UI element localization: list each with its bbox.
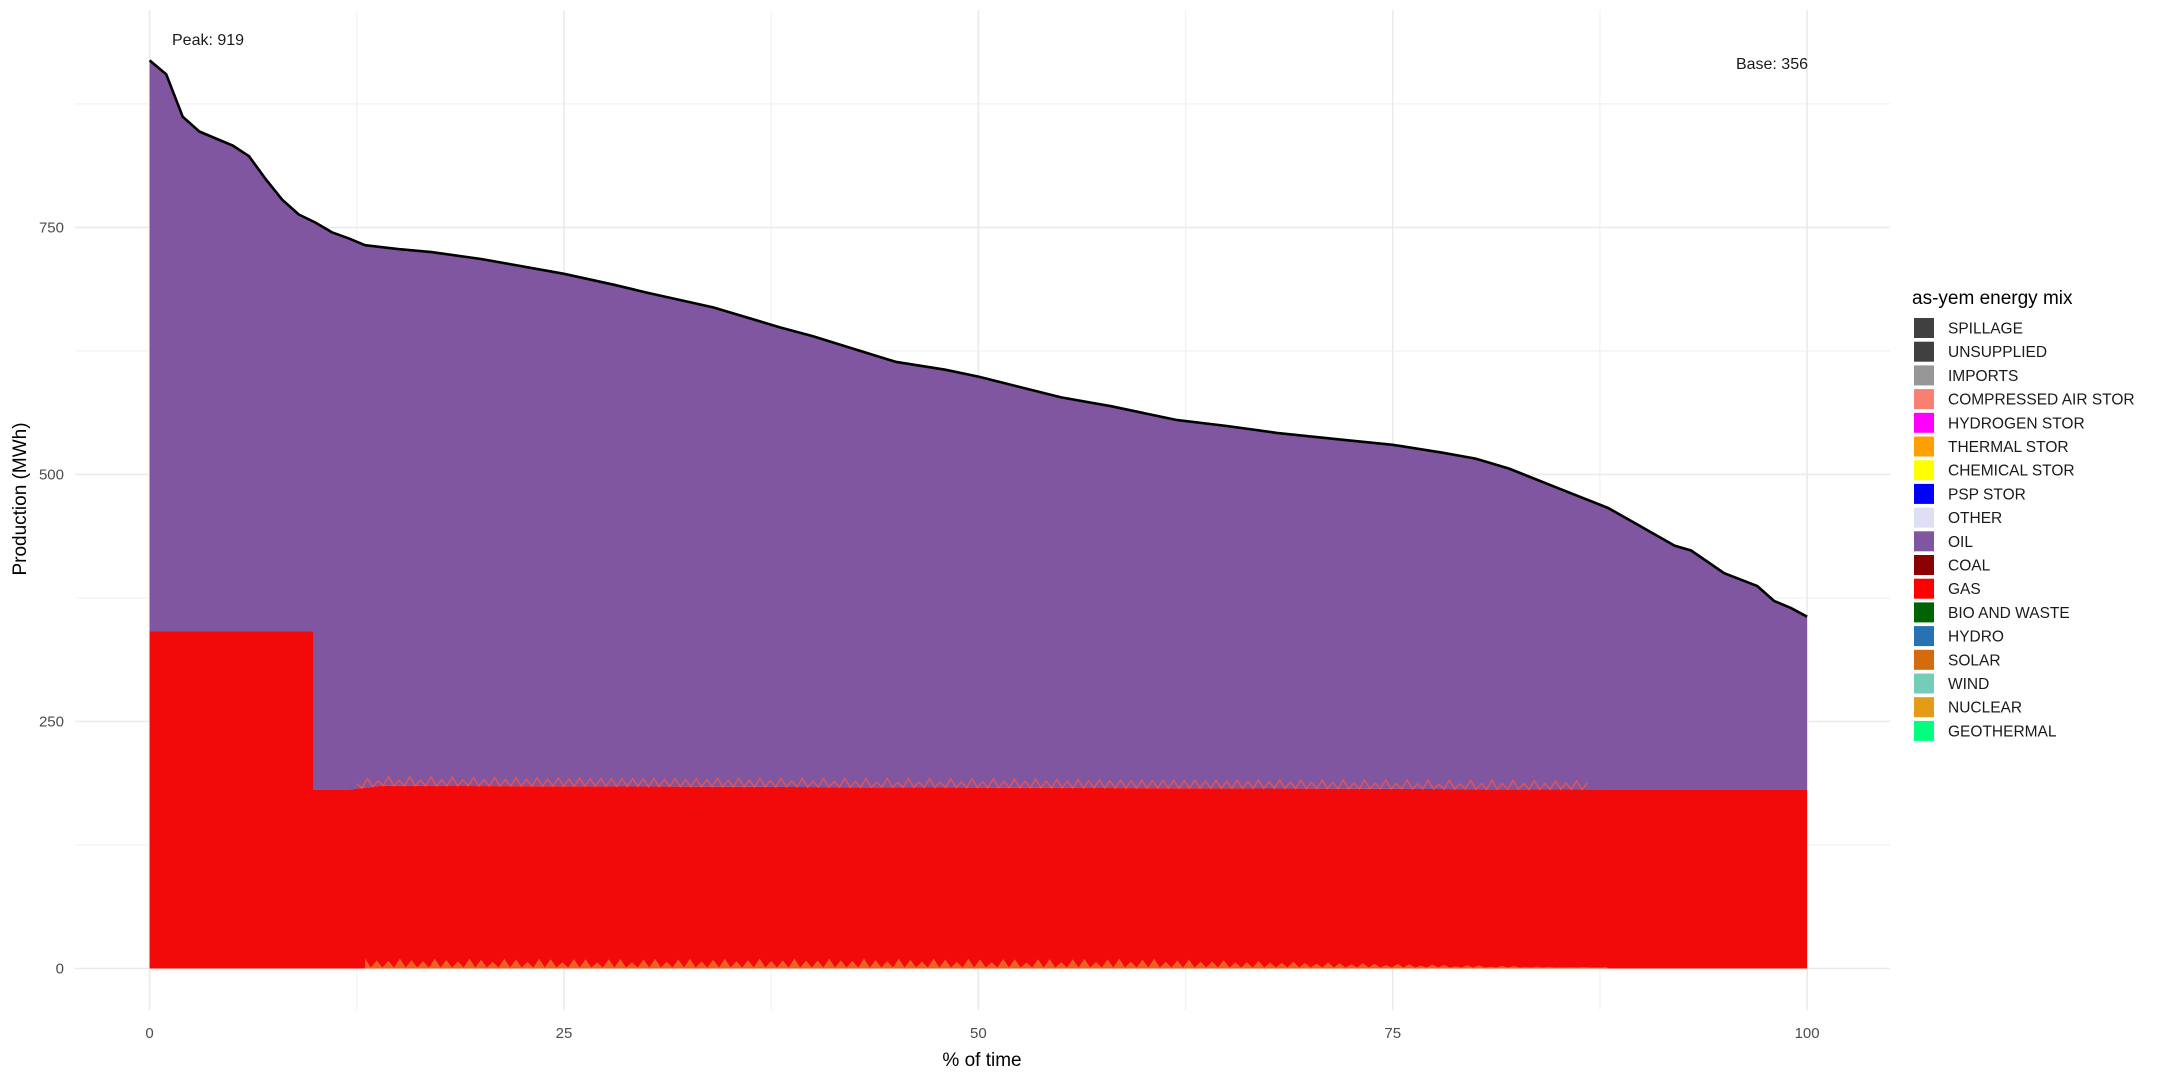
legend-item: OIL bbox=[1914, 531, 1973, 552]
legend-label: SPILLAGE bbox=[1948, 321, 2023, 338]
gas-noise-line bbox=[356, 775, 1588, 791]
legend-label: UNSUPPLIED bbox=[1948, 344, 2047, 361]
x-tick-label: 75 bbox=[1384, 1025, 1401, 1042]
legend-swatch bbox=[1914, 318, 1934, 338]
legend-swatch bbox=[1914, 365, 1934, 386]
legend-item: IMPORTS bbox=[1914, 365, 2018, 386]
total-load-line bbox=[148, 59, 1808, 618]
y-axis-ticks: 0 250 500 750 bbox=[39, 219, 64, 977]
legend-item: COAL bbox=[1914, 555, 1991, 575]
y-tick-label: 0 bbox=[56, 960, 64, 977]
legend-item: HYDRO bbox=[1914, 626, 2004, 647]
legend-label: OTHER bbox=[1948, 510, 2002, 527]
legend: as-yem energy mix SPILLAGE UNSUPPLIED IMPO… bbox=[1912, 288, 2135, 741]
y-axis-title: Production (MWh) bbox=[10, 422, 31, 575]
legend-swatch bbox=[1914, 697, 1934, 718]
legend-swatch bbox=[1914, 436, 1934, 457]
legend-swatch bbox=[1914, 341, 1934, 362]
x-tick-label: 100 bbox=[1795, 1025, 1820, 1042]
legend-label: NUCLEAR bbox=[1948, 700, 2022, 717]
area-oil bbox=[149, 60, 1808, 790]
peak-annotation: Peak: 919 bbox=[172, 32, 244, 49]
base-annotation: Base: 356 bbox=[1736, 56, 1808, 73]
x-axis-title: % of time bbox=[942, 1050, 1021, 1071]
legend-swatch bbox=[1914, 412, 1934, 433]
x-tick-label: 50 bbox=[970, 1025, 987, 1042]
legend-item: SPILLAGE bbox=[1914, 318, 2023, 338]
legend-label: OIL bbox=[1948, 534, 1973, 551]
legend-label: BIO AND WASTE bbox=[1948, 605, 2070, 622]
stacked-areas bbox=[148, 59, 1808, 969]
legend-label: WIND bbox=[1948, 676, 1989, 693]
legend-swatch bbox=[1914, 720, 1934, 741]
legend-swatch bbox=[1914, 531, 1934, 552]
legend-item: OTHER bbox=[1914, 507, 2002, 528]
legend-swatch bbox=[1914, 483, 1934, 504]
legend-label: COAL bbox=[1948, 558, 1991, 575]
legend-label: HYDROGEN STOR bbox=[1948, 415, 2085, 432]
legend-title: as-yem energy mix bbox=[1912, 288, 2073, 309]
legend-swatch bbox=[1914, 555, 1934, 575]
legend-item: WIND bbox=[1914, 673, 1989, 694]
legend-label: THERMAL STOR bbox=[1948, 439, 2069, 456]
x-tick-label: 25 bbox=[556, 1025, 573, 1042]
legend-item: PSP STOR bbox=[1914, 483, 2026, 504]
legend-item: THERMAL STOR bbox=[1914, 436, 2069, 457]
legend-swatch bbox=[1914, 626, 1934, 647]
legend-item: GAS bbox=[1914, 578, 1981, 599]
legend-swatch bbox=[1914, 578, 1934, 599]
legend-item: UNSUPPLIED bbox=[1914, 341, 2047, 362]
legend-swatch bbox=[1914, 649, 1934, 670]
legend-label: COMPRESSED AIR STOR bbox=[1948, 392, 2135, 409]
gas-oil-boundary-noise bbox=[356, 775, 1588, 791]
legend-item: COMPRESSED AIR STOR bbox=[1914, 389, 2135, 410]
y-tick-label: 250 bbox=[39, 713, 64, 730]
x-tick-label: 0 bbox=[145, 1025, 153, 1042]
legend-swatch bbox=[1914, 460, 1934, 481]
legend-swatch bbox=[1914, 389, 1934, 410]
legend-item: NUCLEAR bbox=[1914, 697, 2022, 718]
legend-label: GAS bbox=[1948, 581, 1981, 598]
area-gas bbox=[149, 631, 1808, 969]
legend-item: SOLAR bbox=[1914, 649, 2001, 670]
legend-swatch bbox=[1914, 602, 1934, 623]
legend-item: HYDROGEN STOR bbox=[1914, 412, 2085, 433]
legend-label: HYDRO bbox=[1948, 629, 2004, 646]
area-solar bbox=[365, 958, 1609, 969]
legend-label: IMPORTS bbox=[1948, 368, 2018, 385]
legend-label: CHEMICAL STOR bbox=[1948, 463, 2075, 480]
legend-item: BIO AND WASTE bbox=[1914, 602, 2070, 623]
legend-label: SOLAR bbox=[1948, 652, 2001, 669]
y-tick-label: 500 bbox=[39, 466, 64, 483]
legend-swatch bbox=[1914, 507, 1934, 528]
legend-item: CHEMICAL STOR bbox=[1914, 460, 2075, 481]
x-axis-ticks: 0 25 50 75 100 bbox=[145, 1025, 1819, 1042]
legend-swatch bbox=[1914, 673, 1934, 694]
legend-label: GEOTHERMAL bbox=[1948, 723, 2057, 740]
y-tick-label: 750 bbox=[39, 219, 64, 236]
legend-label: PSP STOR bbox=[1948, 486, 2026, 503]
legend-item: GEOTHERMAL bbox=[1914, 720, 2057, 741]
